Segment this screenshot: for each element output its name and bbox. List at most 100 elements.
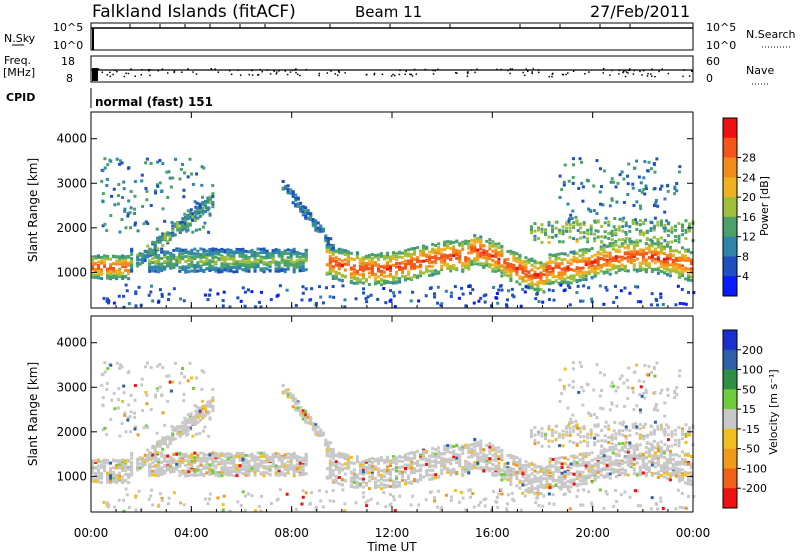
power-cell [505, 298, 509, 302]
power-cell [452, 245, 456, 249]
power-cell [673, 192, 677, 196]
power-cell [668, 270, 672, 274]
power-cell [659, 248, 663, 252]
power-cell [656, 245, 660, 249]
power-cell [684, 302, 688, 306]
velocity-cell [422, 463, 426, 467]
power-cell [479, 242, 483, 246]
power-cell [617, 238, 621, 242]
power-cell [479, 251, 483, 255]
power-cell [328, 257, 332, 261]
power-cell [622, 216, 626, 220]
power-cell [596, 229, 600, 233]
nave-dot [251, 74, 254, 76]
power-cell [449, 257, 453, 261]
power-cell [595, 159, 599, 163]
velocity-cell [385, 458, 389, 462]
power-cell [274, 248, 278, 252]
power-cell [241, 252, 245, 256]
power-cell [283, 263, 287, 267]
power-cell [349, 257, 353, 261]
power-cell [545, 265, 549, 269]
power-cell [582, 231, 586, 235]
velocity-cell [169, 462, 173, 466]
power-cell [563, 252, 567, 256]
power-cell [530, 286, 534, 290]
power-cell [262, 247, 266, 251]
power-cell [473, 244, 477, 248]
velocity-cell [419, 467, 423, 471]
nave-dot [500, 68, 502, 71]
velocity-cell [509, 453, 513, 457]
power-cell [109, 272, 113, 276]
power-cell [112, 273, 116, 277]
power-cell [457, 296, 461, 300]
power-cell [467, 242, 471, 246]
power-cell [434, 254, 438, 258]
velocity-cell [452, 471, 456, 475]
power-cell [395, 258, 399, 262]
power-cell [296, 197, 300, 201]
velocity-cell [367, 479, 371, 483]
power-cell [624, 221, 628, 225]
power-cell [584, 260, 588, 264]
power-cell [585, 178, 589, 182]
power-cell [529, 225, 533, 229]
velocity-cell [431, 460, 435, 464]
power-cell [201, 209, 205, 213]
power-cell [253, 252, 257, 256]
power-cell [608, 264, 612, 268]
power-cell [207, 206, 211, 210]
velocity-cell [121, 458, 125, 462]
power-cell [211, 252, 215, 256]
power-cell [467, 251, 471, 255]
velocity-cell [398, 481, 402, 485]
power-cell [373, 273, 377, 277]
velocity-cell [151, 473, 155, 477]
velocity-cell [419, 473, 423, 477]
colorbar-tick-label: 8 [742, 250, 749, 263]
power-cell [674, 257, 678, 261]
power-cell [100, 276, 104, 280]
velocity-cell [286, 460, 290, 464]
velocity-cell [361, 485, 365, 489]
power-cell [544, 231, 548, 235]
power-cell [461, 240, 465, 244]
power-cell [443, 240, 447, 244]
power-cell [398, 277, 402, 281]
power-cell [141, 204, 145, 208]
velocity-cell [494, 446, 498, 450]
velocity-cell [470, 463, 474, 467]
velocity-cell [334, 480, 338, 484]
power-cell [590, 297, 594, 301]
power-cell [524, 275, 528, 279]
power-cell [280, 268, 284, 272]
velocity-cell [467, 466, 471, 470]
power-cell [361, 268, 365, 272]
power-cell [575, 278, 579, 282]
power-cell [91, 255, 94, 259]
power-cell [283, 268, 287, 272]
power-cell [388, 272, 392, 276]
power-cell [410, 247, 414, 251]
power-cell [509, 279, 513, 283]
power-cell [536, 285, 540, 289]
power-cell [533, 222, 537, 226]
velocity-cell [407, 477, 411, 481]
velocity-cell [392, 457, 395, 461]
power-cell [518, 257, 522, 261]
velocity-cell [395, 462, 399, 466]
power-cell [485, 263, 489, 267]
velocity-cell [229, 473, 233, 477]
power-cell [616, 181, 620, 185]
power-cell [340, 263, 344, 267]
velocity-cell [328, 467, 332, 471]
power-cell [343, 249, 347, 253]
power-cell [205, 249, 209, 253]
power-cell [294, 303, 298, 307]
power-cell [663, 197, 667, 201]
velocity-cell [130, 468, 134, 472]
power-cell [214, 255, 218, 259]
power-cell [223, 259, 227, 263]
